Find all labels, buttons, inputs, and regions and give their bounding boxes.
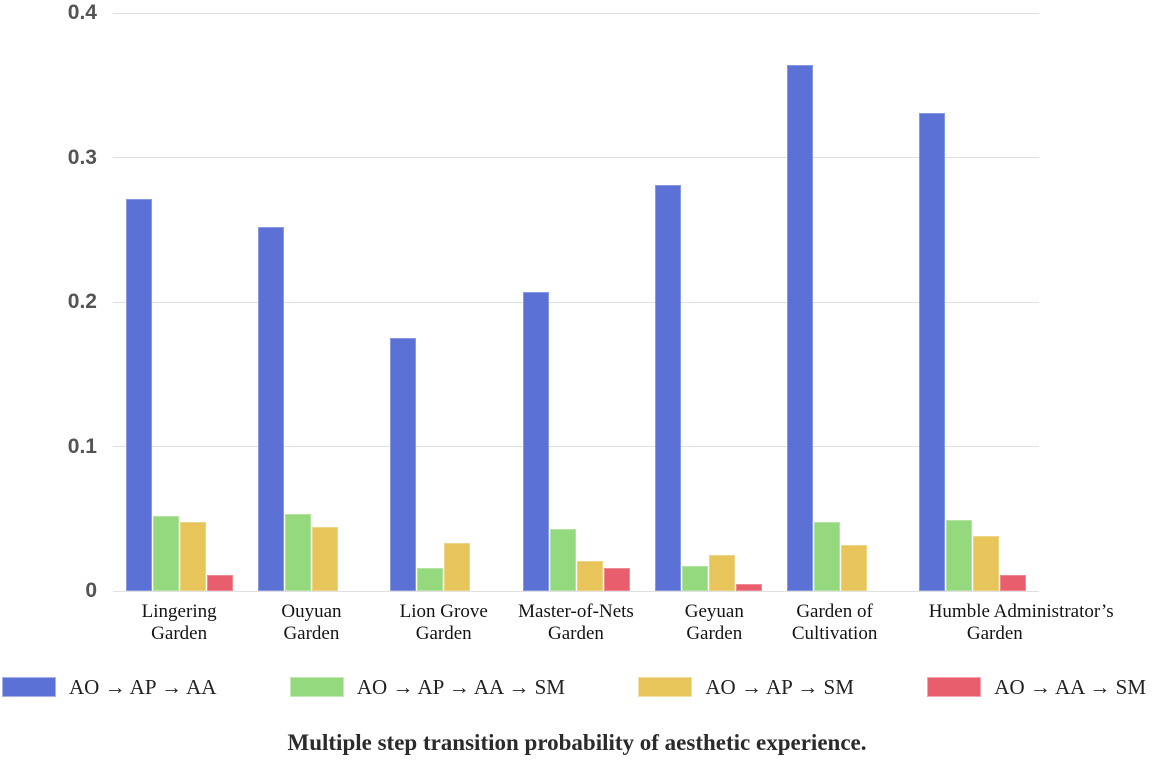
chart-caption: Multiple step transition probability of … (287, 730, 867, 755)
y-tick-label: 0.2 (67, 290, 97, 313)
legend-label: AO → AP → AA (69, 674, 217, 699)
x-axis-label-line: Garden (686, 623, 743, 644)
bar (814, 521, 841, 591)
x-axis-label-line: Garden of (796, 601, 873, 622)
bar (206, 575, 233, 591)
legend-label: AO → AP → SM (705, 674, 854, 699)
legend-item: AO → AP → AA (2, 675, 216, 700)
bar (522, 291, 549, 591)
bar (787, 65, 814, 591)
x-axis-label-line: Garden (548, 623, 604, 644)
x-axis-label-line: Geyuan (684, 601, 744, 622)
legend-label: AO → AA → SM (994, 674, 1146, 699)
y-tick-label: 0.4 (67, 1, 97, 24)
legend-swatch-icon (289, 677, 344, 697)
x-axis-label-line: Ouyuan (281, 601, 342, 622)
gridline-0.2 (113, 301, 1039, 303)
gridline-0.1 (113, 446, 1039, 447)
bar (257, 226, 284, 591)
bar (417, 567, 444, 591)
bar (311, 527, 338, 591)
bar (152, 515, 179, 591)
legend-item: AO → AA → SM (927, 675, 1146, 700)
legend-swatch-icon (638, 677, 693, 697)
y-tick-label: 0.3 (67, 145, 97, 169)
x-axis-label-line: Garden (283, 623, 340, 644)
bar (973, 536, 1000, 591)
bar (841, 544, 868, 591)
x-axis-label-line: Lingering (141, 601, 217, 622)
x-axis-label-line: Cultivation (791, 623, 878, 644)
bar (919, 112, 946, 591)
bar (1000, 575, 1027, 591)
x-axis-label: Garden of Cultivation (768, 601, 900, 645)
bar (125, 199, 152, 591)
bar (735, 583, 762, 591)
bar (681, 566, 708, 591)
x-axis-label: Humble Administrator’s Garden (928, 601, 1114, 645)
x-axis-label: Ouyuan Garden (245, 601, 377, 645)
gridline-0.4 (113, 12, 1039, 14)
x-axis-label-line: Lion Grove (399, 601, 488, 622)
x-axis-label: Lion Grove Garden (378, 601, 510, 645)
bar (946, 520, 973, 591)
x-axis-label-line: Garden (966, 623, 1023, 644)
gridline-0.3 (113, 157, 1039, 158)
gridline-0 (113, 590, 1039, 592)
legend-item: AO → AP → SM (638, 675, 854, 700)
bar (603, 567, 630, 591)
x-axis-label-line: Garden (151, 623, 208, 644)
y-tick-label: 0.1 (67, 434, 97, 458)
bar (654, 184, 681, 591)
legend-item: AO → AP → AA → SM (289, 674, 565, 700)
bar (549, 528, 576, 591)
bar (708, 554, 735, 591)
x-axis-label-line: Garden (415, 623, 472, 644)
y-tick-label: 0 (85, 579, 97, 602)
x-axis-label-line: Master-of-Nets (518, 601, 634, 622)
x-axis-label: Master-of-Nets Garden (510, 601, 642, 645)
legend-swatch-icon (2, 677, 56, 697)
bar (390, 338, 417, 591)
bar (284, 514, 311, 591)
x-axis-label: Lingering Garden (113, 601, 245, 645)
x-axis-label: Geyuan Garden (648, 601, 780, 645)
x-axis-label-line: Humble Administrator’s (928, 601, 1114, 622)
bar (576, 560, 603, 591)
legend-swatch-icon (927, 677, 982, 697)
legend-label: AO → AP → AA → SM (356, 674, 565, 699)
chart-legend: AO → AP → AA AO → AP → AA → SM AO → AP → S… (2, 675, 1146, 699)
bar (444, 543, 471, 591)
bar (179, 521, 206, 591)
